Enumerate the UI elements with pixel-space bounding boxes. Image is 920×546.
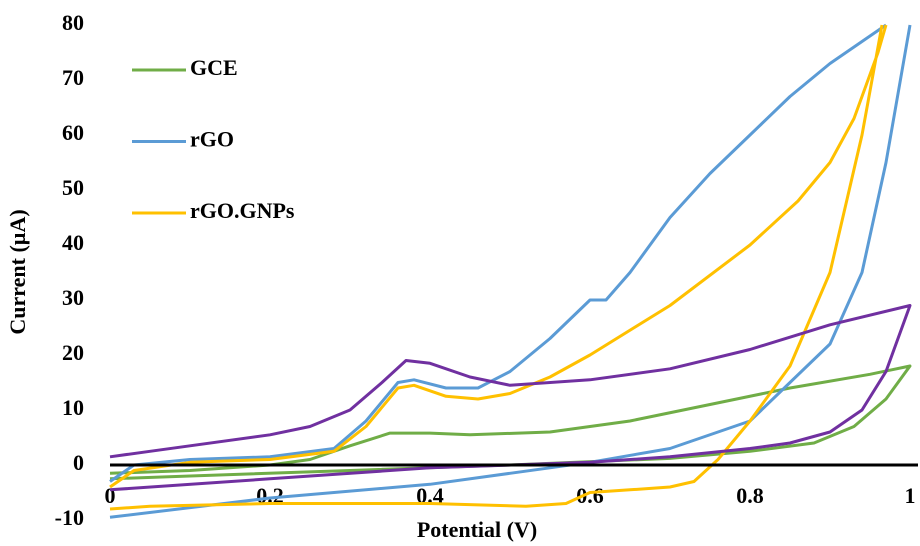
x-axis-title: Potential (V) <box>417 517 537 542</box>
y-tick-label: -10 <box>55 505 84 530</box>
y-tick-label: 10 <box>62 395 84 420</box>
y-tick-label: 50 <box>62 175 84 200</box>
legend-label: rGO.GNPs <box>190 198 295 223</box>
y-axis-title: Current (µA) <box>5 209 30 334</box>
y-tick-label: 0 <box>73 450 84 475</box>
legend-label: GCE <box>190 55 238 80</box>
series-line <box>109 304 912 492</box>
x-tick-label: 0 <box>105 483 116 508</box>
y-tick-label: 20 <box>62 340 84 365</box>
legend-label: rGO <box>190 127 234 152</box>
series-line <box>109 23 912 519</box>
x-tick-label: 1 <box>905 483 916 508</box>
y-tick-label: 30 <box>62 285 84 310</box>
y-tick-label: 80 <box>62 10 84 35</box>
y-tick-label: 70 <box>62 65 84 90</box>
y-tick-label: 60 <box>62 120 84 145</box>
x-tick-label: 0.8 <box>736 483 764 508</box>
y-tick-label: 40 <box>62 230 84 255</box>
series-line <box>109 24 888 511</box>
